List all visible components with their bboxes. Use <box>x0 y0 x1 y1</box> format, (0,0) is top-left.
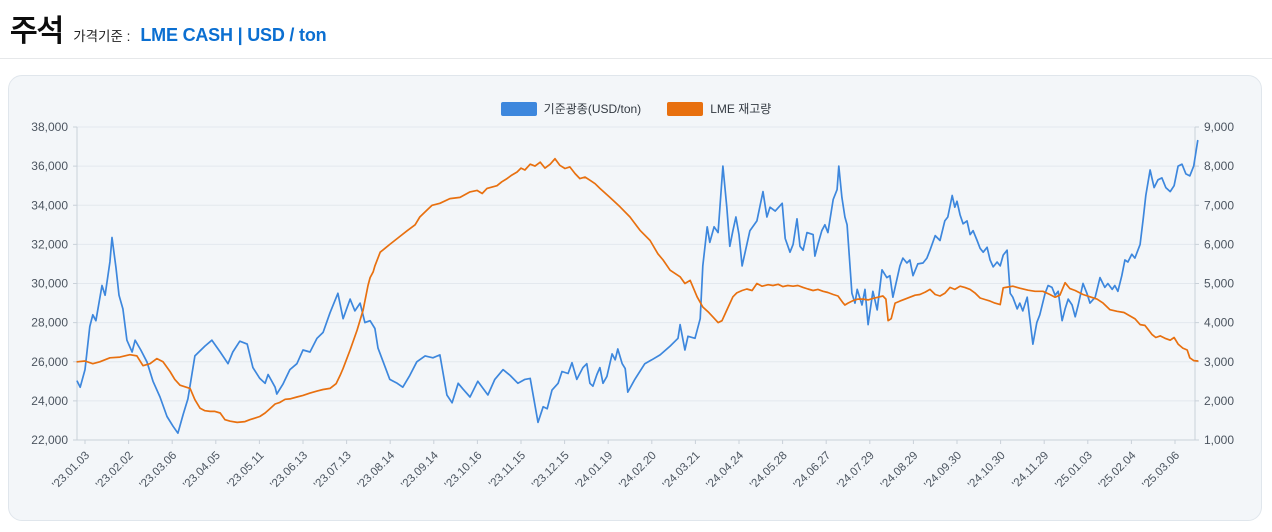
x-axis-date-label: '23.05.11 <box>225 450 266 491</box>
legend-item-price[interactable]: 기준광종(USD/ton) <box>500 100 642 117</box>
legend-swatch <box>500 101 537 116</box>
x-axis-date-label: '24.09.30 <box>922 450 964 492</box>
price-basis-value: LME CASH | USD / ton <box>140 25 327 45</box>
x-axis-date-label: '23.12.15 <box>530 450 572 492</box>
x-axis-date-label: '24.01.19 <box>574 450 616 492</box>
y-axis-left-label: 22,000 <box>31 433 68 447</box>
y-axis-left-label: 36,000 <box>31 159 68 173</box>
series-line-price <box>76 139 1199 435</box>
x-axis-date-label: '24.02.20 <box>617 450 659 492</box>
y-axis-left-label: 32,000 <box>31 237 68 251</box>
y-axis-left-label: 30,000 <box>31 277 68 291</box>
x-axis-date-label: '24.07.29 <box>835 450 877 492</box>
series-line-inventory <box>76 157 1199 424</box>
y-axis-right-label: 1,000 <box>1204 433 1234 447</box>
page-title: 주석 <box>10 15 64 48</box>
y-axis-right-label: 2,000 <box>1204 394 1234 408</box>
legend-label: 기준광종(USD/ton) <box>543 102 642 116</box>
page-header: 주석 가격기준 : LME CASH | USD / ton <box>10 6 327 50</box>
y-axis-left-label: 34,000 <box>31 198 68 212</box>
x-axis-date-label: '24.06.27 <box>792 450 834 492</box>
x-axis-date-label: '23.06.13 <box>268 450 310 492</box>
x-axis-date-label: '23.01.03 <box>50 450 92 492</box>
x-axis-date-label: '23.07.13 <box>312 450 354 492</box>
x-axis-date-label: '23.09.14 <box>399 449 441 491</box>
y-axis-left-label: 26,000 <box>31 355 68 369</box>
y-axis-right-label: 5,000 <box>1204 277 1234 291</box>
header-divider <box>0 58 1272 59</box>
x-axis-date-label: '24.03.21 <box>661 450 703 492</box>
legend-swatch <box>667 101 704 116</box>
x-axis-date-label: '24.10.30 <box>966 450 1008 492</box>
x-axis-date-label: '25.01.03 <box>1053 450 1095 492</box>
x-axis-date-label: '24.04.24 <box>704 449 746 491</box>
x-axis-date-label: '24.05.28 <box>748 450 790 492</box>
y-axis-right-label: 3,000 <box>1204 355 1234 369</box>
x-axis-date-label: '24.08.29 <box>879 450 921 492</box>
y-axis-right-label: 9,000 <box>1204 120 1234 134</box>
y-axis-right-label: 8,000 <box>1204 159 1234 173</box>
y-axis-left-label: 28,000 <box>31 316 68 330</box>
x-axis-date-label: '23.11.15 <box>487 450 528 491</box>
x-axis-date-label: '23.08.14 <box>356 449 398 491</box>
x-axis-date-label: '25.02.04 <box>1097 449 1139 491</box>
y-axis-left-label: 38,000 <box>31 120 68 134</box>
y-axis-right-label: 4,000 <box>1204 316 1234 330</box>
y-axis-right-label: 7,000 <box>1204 198 1234 212</box>
price-inventory-chart-card <box>8 75 1262 521</box>
chart-legend: 기준광종(USD/ton) LME 재고량 <box>0 100 1272 117</box>
legend-label: LME 재고량 <box>710 102 772 116</box>
x-axis-date-label: '23.02.02 <box>94 450 136 492</box>
legend-item-inventory[interactable]: LME 재고량 <box>667 100 771 117</box>
x-axis-date-label: '24.11.29 <box>1010 450 1051 491</box>
y-axis-right-label: 6,000 <box>1204 237 1234 251</box>
y-axis-left-label: 24,000 <box>31 394 68 408</box>
x-axis-date-label: '23.03.06 <box>138 450 180 492</box>
x-axis-date-label: '25.03.06 <box>1140 450 1182 492</box>
price-basis-label: 가격기준 : <box>73 29 131 44</box>
x-axis-date-label: '23.04.05 <box>181 450 223 492</box>
x-axis-date-label: '23.10.16 <box>443 450 485 492</box>
